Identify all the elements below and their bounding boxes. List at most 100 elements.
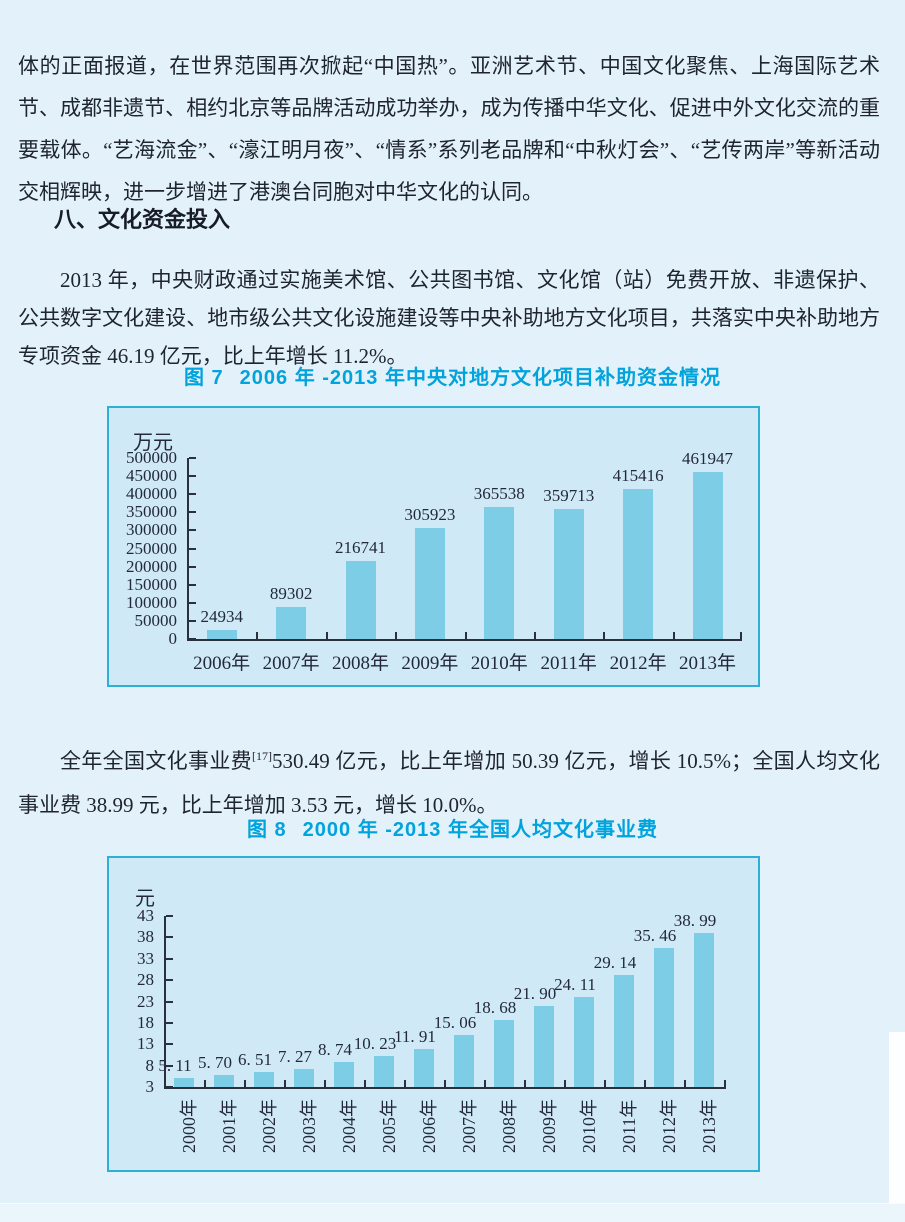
x-axis-category-label: 2007年: [459, 1099, 479, 1153]
bar-2007年: [276, 606, 307, 639]
paragraph-culture-expense-lead: 全年全国文化事业费: [60, 749, 253, 773]
x-axis-tick: [364, 1080, 366, 1087]
x-axis-category-label: 2005年: [379, 1099, 399, 1153]
bar-value-label: 5. 11: [158, 1055, 192, 1075]
bar-value-label: 24934: [200, 606, 243, 626]
bar-value-label: 35. 46: [633, 926, 677, 946]
bar-value-label: 5. 70: [198, 1053, 232, 1073]
section-heading-funding: 八、文化资金投入: [54, 207, 231, 232]
x-axis-category-label: 2006年: [193, 653, 251, 674]
bar-value-label: 89302: [269, 583, 313, 603]
bar-2012年: [654, 948, 674, 1087]
x-axis-tick: [284, 1080, 286, 1087]
x-axis-tick: [325, 632, 328, 639]
y-axis-tick-label: 33: [137, 948, 154, 968]
paragraph-central-subsidy: 2013 年，中央财政通过实施美术馆、公共图书馆、文化馆（站）免费开放、非遗保护…: [18, 268, 880, 368]
bar-value-label: 6. 51: [238, 1049, 272, 1069]
bar-value-label: 10. 23: [353, 1034, 397, 1054]
x-axis-category-label: 2006年: [419, 1099, 439, 1153]
y-axis-tick: [189, 529, 196, 532]
y-axis-tick-label: 400000: [126, 484, 177, 504]
y-axis-tick-label: 250000: [126, 538, 177, 558]
x-axis-tick: [604, 1080, 606, 1087]
y-axis-tick-label: 38: [137, 927, 154, 947]
x-axis-tick: [644, 1080, 646, 1087]
scan-edge-artifact-bottom: [0, 1203, 905, 1222]
bar-value-label: 11. 91: [394, 1026, 436, 1046]
y-axis-tick-label: 13: [137, 1034, 154, 1054]
x-axis-end-tick: [740, 632, 742, 639]
bar-2009年: [414, 528, 445, 639]
bar-2010年: [484, 506, 515, 639]
y-axis-tick: [189, 475, 196, 478]
bar-2000年: [174, 1077, 194, 1087]
bar-2003年: [294, 1068, 314, 1087]
x-axis-tick: [395, 632, 398, 639]
y-axis-tick: [166, 915, 173, 917]
bar-2011年: [614, 975, 634, 1087]
y-axis-tick-label: 0: [168, 629, 178, 648]
x-axis-tick: [164, 1080, 166, 1087]
x-axis-category-label: 2012年: [609, 653, 667, 674]
y-axis-tick: [189, 583, 196, 586]
x-axis-category-label: 2011年: [540, 653, 597, 674]
x-axis-category-label: 2009年: [401, 653, 459, 674]
y-axis-tick-label: 23: [137, 991, 154, 1011]
x-axis-tick: [244, 1080, 246, 1087]
bar-2009年: [534, 1006, 554, 1087]
y-axis-tick: [189, 493, 196, 496]
figure7-label: 图 7: [183, 367, 224, 389]
x-axis-category-label: 2010年: [470, 653, 528, 674]
y-axis-tick-label: 500000: [126, 448, 177, 467]
y-axis-tick-label: 450000: [126, 466, 177, 486]
y-axis-tick-label: 18: [137, 1012, 154, 1032]
figure8-title: 图 8 2000 年 -2013 年全国人均文化事业费: [0, 813, 905, 842]
bar-2013年: [692, 471, 723, 639]
y-axis-unit-label: 元: [135, 888, 155, 910]
bar-2004年: [334, 1062, 354, 1087]
y-axis-tick: [166, 1064, 173, 1067]
bar-2011年: [553, 508, 584, 639]
y-axis-tick-label: 50000: [134, 610, 178, 630]
x-axis-category-label: 2003年: [299, 1099, 319, 1153]
y-axis-tick: [189, 619, 196, 622]
bar-value-label: 359713: [543, 485, 595, 505]
x-axis-category-label: 2013年: [699, 1099, 719, 1153]
x-axis-tick: [684, 1080, 686, 1087]
bar-2002年: [254, 1071, 274, 1087]
x-axis-tick: [524, 1080, 526, 1087]
bar-value-label: 461947: [682, 448, 733, 468]
bar-2010年: [574, 996, 594, 1087]
y-axis-tick: [166, 1021, 173, 1024]
figure7-bar-chart: 万元 0 50000 100000 150000 200000 250000 300000 35…: [107, 406, 760, 687]
bar-2006年: [414, 1048, 434, 1087]
y-axis-tick: [166, 979, 173, 982]
x-axis-category-label: 2010年: [579, 1099, 599, 1153]
y-axis-tick-label: 300000: [126, 520, 177, 540]
figure8-title-text: 2000 年 -2013 年全国人均文化事业费: [302, 819, 658, 841]
x-axis-category-label: 2012年: [659, 1099, 679, 1153]
y-axis-tick: [189, 547, 196, 550]
x-axis-category-label: 2011年: [619, 1099, 639, 1153]
x-axis-category-label: 2001年: [219, 1099, 239, 1153]
y-axis-tick: [189, 638, 196, 640]
x-axis-tick: [324, 1080, 326, 1087]
y-axis-tick-label: 3: [145, 1077, 155, 1096]
bar-value-label: 7. 27: [278, 1046, 312, 1066]
bar-value-label: 305923: [404, 505, 456, 525]
y-axis-tick-label: 150000: [126, 574, 177, 594]
y-axis-tick: [189, 601, 196, 604]
paragraph-culture-expense-rest: 530.49 亿元，比上年增加 50.39 亿元，增长 10.5%；全国人均文化…: [18, 749, 880, 817]
bar-2008年: [345, 560, 376, 639]
x-axis-tick: [187, 632, 189, 639]
x-axis-tick: [464, 632, 467, 639]
bar-2007年: [454, 1035, 474, 1087]
bar-value-label: 415416: [612, 465, 664, 485]
x-axis-tick: [564, 1080, 566, 1087]
y-axis-tick: [166, 957, 173, 960]
x-axis-category-label: 2013年: [678, 653, 737, 674]
y-axis-tick-label: 200000: [126, 556, 177, 576]
y-axis-unit-label: 万元: [133, 432, 173, 454]
bar-2012年: [623, 488, 654, 639]
